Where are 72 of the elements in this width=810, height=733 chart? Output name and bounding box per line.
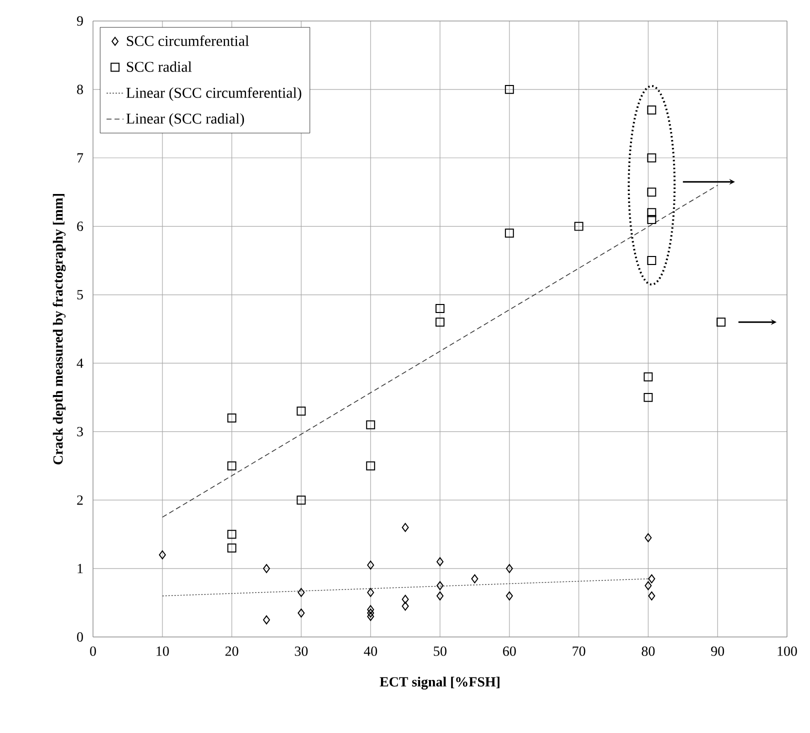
legend-label: SCC circumferential <box>126 35 249 46</box>
y-tick-label: 2 <box>77 495 83 505</box>
y-tick-label: 4 <box>76 358 84 368</box>
point <box>436 581 444 590</box>
x-tick-label: 80 <box>642 646 655 656</box>
point <box>367 608 374 618</box>
point <box>366 420 376 430</box>
point <box>227 461 236 470</box>
y-tick-label: 7 <box>77 153 84 162</box>
point <box>644 533 652 542</box>
legend-label: Linear (SCC circumferential) <box>126 87 302 101</box>
point <box>648 591 656 600</box>
point <box>367 612 374 621</box>
x-tick-label: 50 <box>434 646 446 656</box>
point <box>227 544 236 552</box>
x-tick-label: 70 <box>572 646 586 656</box>
x-tick-label: 30 <box>294 646 308 656</box>
point <box>644 392 653 402</box>
x-tick-label: 20 <box>225 646 238 656</box>
y-tick-label: 0 <box>77 632 83 642</box>
x-tick-label: 60 <box>503 646 516 656</box>
point <box>647 214 656 224</box>
y-tick-label: 6 <box>77 222 84 232</box>
x-tick-label: 90 <box>711 646 724 656</box>
point <box>506 591 513 600</box>
point <box>644 372 653 382</box>
point <box>648 574 656 584</box>
y-tick-label: 5 <box>77 290 83 300</box>
point <box>436 591 444 600</box>
x-tick-label: 40 <box>364 646 378 656</box>
point <box>263 564 270 574</box>
point <box>296 496 306 505</box>
point <box>506 564 513 574</box>
point <box>263 615 270 624</box>
point <box>402 602 409 611</box>
point <box>644 581 652 590</box>
x-tick-label: 100 <box>778 646 797 656</box>
point <box>471 574 478 584</box>
point <box>647 208 656 218</box>
point <box>367 605 374 614</box>
point <box>298 608 305 618</box>
point <box>436 557 444 566</box>
point <box>298 588 305 597</box>
point <box>574 222 584 231</box>
legend-label: Linear (SCC radial) <box>126 113 244 127</box>
x-axis-title: ECT signal [%FSH] <box>380 676 500 690</box>
point <box>436 304 444 313</box>
point <box>504 228 514 238</box>
point <box>227 530 236 539</box>
x-tick-label: 10 <box>156 646 169 656</box>
point <box>647 105 656 114</box>
y-tick-label: 3 <box>77 426 83 436</box>
y-axis-title: Crack depth measured by fractography [mm] <box>52 194 66 464</box>
point <box>402 594 409 604</box>
point <box>367 588 374 597</box>
point <box>647 153 656 162</box>
point <box>367 560 374 570</box>
point <box>227 413 236 422</box>
point <box>296 406 306 416</box>
point <box>402 522 409 532</box>
point <box>716 318 726 327</box>
x-tick-label: 0 <box>90 646 96 656</box>
point <box>647 188 656 197</box>
y-tick-label: 9 <box>76 16 83 26</box>
point <box>436 318 444 327</box>
point <box>647 256 656 266</box>
y-tick-label: 1 <box>78 564 83 574</box>
legend-label: SCC radial <box>126 61 192 72</box>
point <box>504 84 514 94</box>
point <box>158 550 166 560</box>
y-tick-label: 8 <box>77 84 83 94</box>
point <box>366 461 376 470</box>
